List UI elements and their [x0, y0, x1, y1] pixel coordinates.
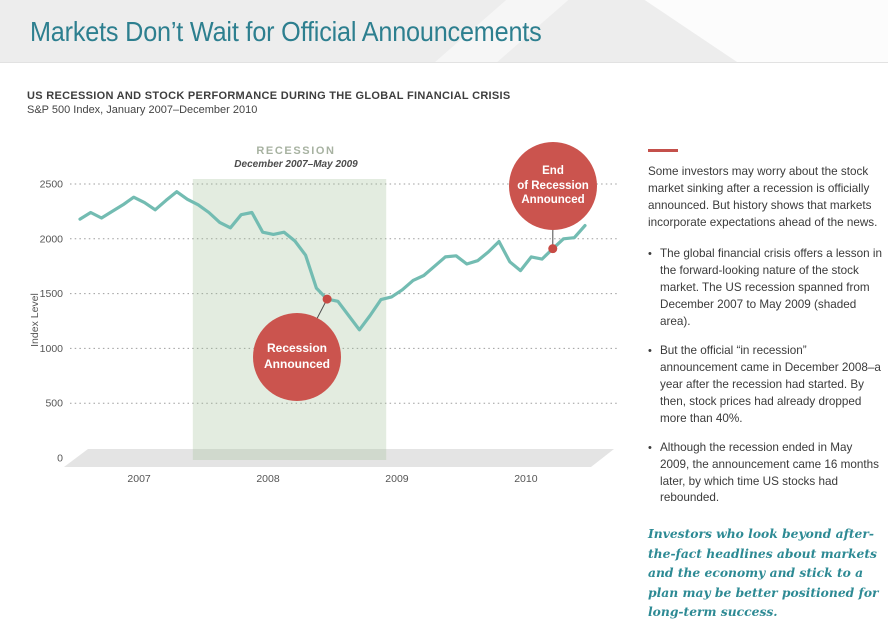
callout-line: Announced [264, 357, 330, 373]
svg-text:2007: 2007 [127, 473, 151, 485]
bullet-marker: • [648, 440, 660, 508]
recession-band-dates: December 2007–May 2009 [176, 159, 416, 170]
svg-text:2009: 2009 [385, 473, 409, 485]
bullet-text: Although the recession ended in May 2009… [660, 440, 882, 508]
intro-paragraph: Some investors may worry about the stock… [648, 164, 882, 232]
svg-text:2000: 2000 [40, 233, 64, 245]
svg-text:1500: 1500 [40, 288, 64, 300]
callout-line: Announced [521, 193, 584, 208]
callout-line: Recession [267, 341, 327, 357]
bullet-item: •But the official “in recession” announc… [648, 343, 882, 428]
bullet-item: •The global financial crisis offers a le… [648, 246, 882, 331]
svg-text:2500: 2500 [40, 179, 64, 191]
chart-canvas: 0 500 1000 1500 2000 2500 Index Level 2007 2008 2… [0, 0, 660, 570]
svg-text:0: 0 [57, 453, 63, 465]
accent-rule [648, 149, 678, 152]
slide: { "page_title": "Markets Don’t Wait for … [0, 0, 888, 570]
callout-recession-announced: Recession Announced [253, 313, 341, 401]
bullet-item: •Although the recession ended in May 200… [648, 440, 882, 508]
bullet-list: •The global financial crisis offers a le… [648, 246, 882, 508]
closing-note: Investors who look beyond after-the-fact… [648, 524, 882, 621]
svg-text:2008: 2008 [256, 473, 280, 485]
bullet-marker: • [648, 343, 660, 428]
svg-text:500: 500 [45, 398, 63, 410]
svg-text:Index Level: Index Level [29, 293, 41, 347]
bullet-text: But the official “in recession” announce… [660, 343, 882, 428]
bullet-text: The global financial crisis offers a les… [660, 246, 882, 331]
bullet-marker: • [648, 246, 660, 331]
callout-line: of Recession [517, 179, 589, 194]
callout-line: End [542, 164, 564, 179]
svg-text:2010: 2010 [514, 473, 538, 485]
svg-text:1000: 1000 [40, 343, 64, 355]
callout-end-of-recession-announced: End of Recession Announced [509, 142, 597, 230]
recession-band-label: RECESSION [176, 145, 416, 157]
sidebar: Some investors may worry about the stock… [648, 143, 882, 622]
